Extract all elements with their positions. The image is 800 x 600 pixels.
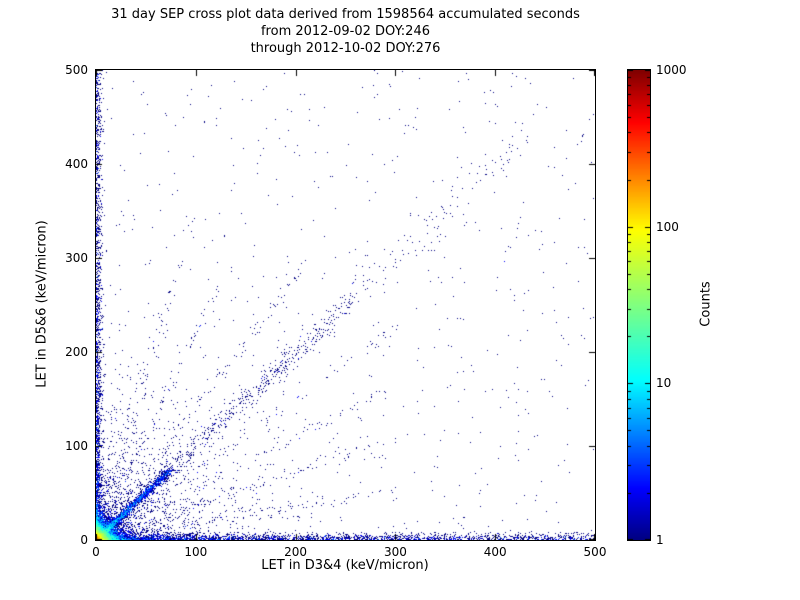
title-line-2: from 2012-09-02 DOY:246 [260,24,430,39]
colorbar-tick-label: 1 [656,533,664,547]
y-tick-label: 400 [65,157,88,171]
y-tick-label: 200 [65,345,88,359]
title-line-3: through 2012-10-02 DOY:276 [250,41,441,56]
chart-title: 31 day SEP cross plot data derived from … [96,6,595,57]
y-tick-label: 100 [65,439,88,453]
plot-area [95,69,596,541]
x-tick-label: 100 [184,545,208,559]
y-tick-label: 500 [65,63,88,77]
colorbar-tick-label: 1000 [656,63,687,77]
x-tick-label: 200 [284,545,308,559]
y-tick-label: 300 [65,251,88,265]
colorbar-tick-label: 10 [656,376,672,391]
x-tick-label: 0 [92,545,100,559]
y-tick-label: 0 [80,533,88,547]
x-axis-label: LET in D3&4 (keV/micron) [261,558,429,573]
y-axis-label: LET in D5&6 (keV/micron) [34,220,50,388]
x-tick-label: 500 [583,545,607,559]
x-tick-label: 400 [483,545,507,559]
x-tick-label: 300 [383,545,407,559]
colorbar-gradient [628,70,650,540]
colorbar [627,69,651,541]
colorbar-tick-label: 100 [656,219,679,234]
colorbar-label: Counts [698,281,714,327]
scatter-canvas [96,70,595,540]
title-line-1: 31 day SEP cross plot data derived from … [111,7,580,22]
